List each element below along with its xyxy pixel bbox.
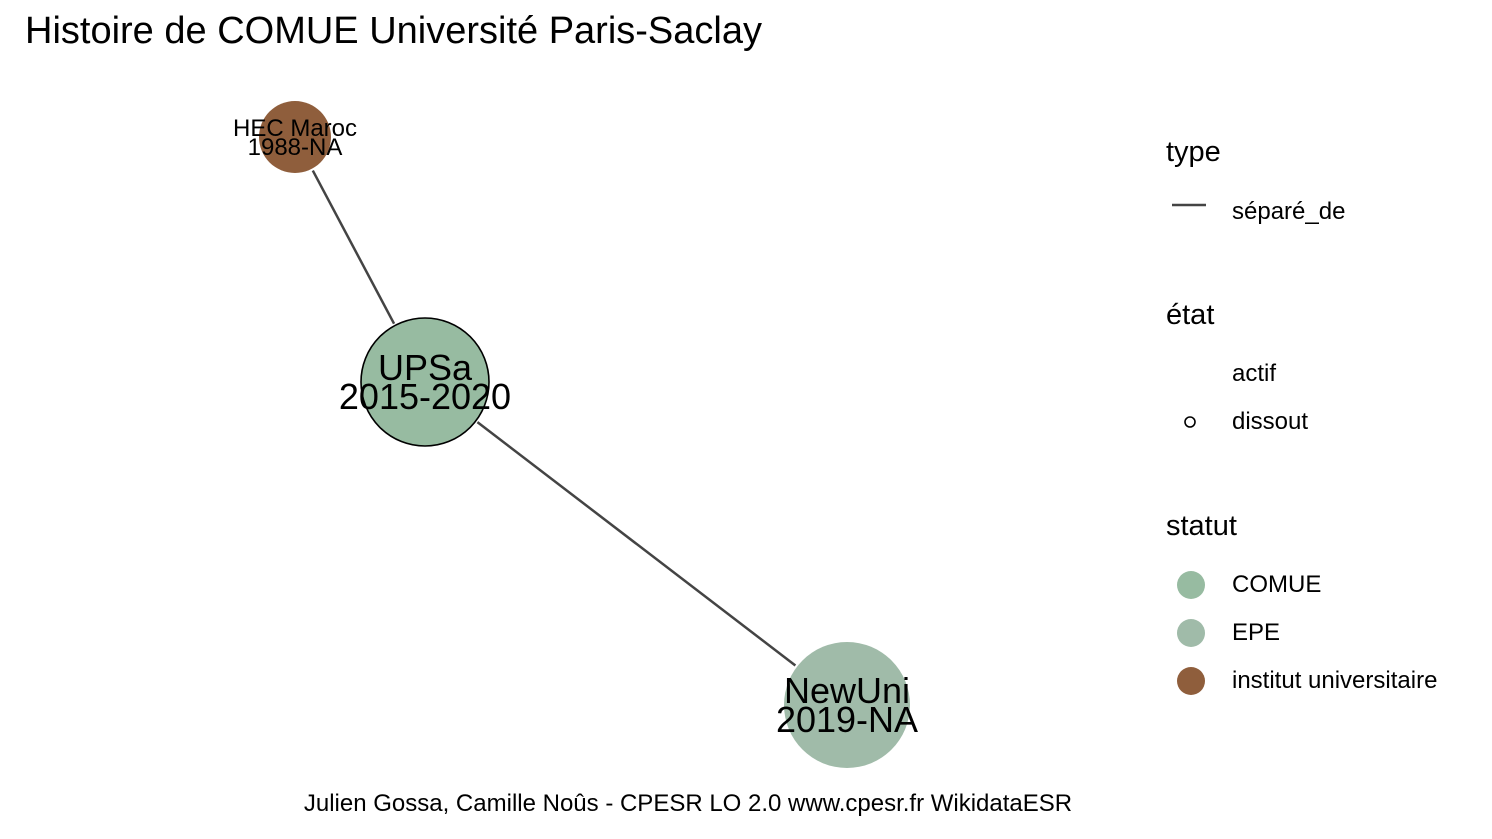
legend-statut-comue: COMUE (1232, 571, 1322, 598)
legend-statut-epe: EPE (1232, 619, 1281, 646)
legend-type-separe-de: séparé_de (1232, 198, 1346, 225)
node-upsa (360, 317, 490, 447)
legend-etat: état actif dissout (1166, 299, 1308, 435)
node-newuni-name-label: NewUni (784, 670, 910, 711)
node-upsa-dates-label: 2015-2020 (339, 376, 511, 417)
comue-color-key (1177, 571, 1205, 599)
epe-color-key (1177, 619, 1205, 647)
edge-line-key (1172, 203, 1206, 207)
node-hec (259, 101, 331, 173)
caption: Julien Gossa, Camille Noûs - CPESR LO 2.… (303, 790, 1073, 817)
institut-color-key (1177, 667, 1205, 695)
edge-hec-upsa (311, 169, 396, 325)
legend-etat-title: état (1166, 299, 1215, 331)
legend-etat-dissout: dissout (1232, 408, 1309, 435)
dissout-circle-key (1184, 416, 1196, 428)
node-hec-dates-label: 1988-NA (248, 134, 343, 161)
legend-etat-actif: actif (1232, 360, 1277, 387)
node-newuni (784, 642, 910, 768)
node-upsa-name-label: UPSa (378, 347, 473, 388)
legend-statut-institut: institut universitaire (1232, 667, 1438, 694)
legend-type: type séparé_de (1166, 136, 1345, 225)
legend-type-title: type (1166, 136, 1221, 168)
legend-statut-title: statut (1166, 510, 1237, 542)
nodes-layer (259, 101, 910, 768)
legend-statut: statut COMUE EPE institut universitaire (1166, 510, 1437, 695)
chart-title: Histoire de COMUE Université Paris-Sacla… (25, 10, 762, 52)
edges-layer (311, 169, 797, 667)
edge-upsa-newuni (476, 421, 797, 667)
node-newuni-dates-label: 2019-NA (776, 699, 918, 740)
node-hec-name-label: HEC Maroc (233, 115, 357, 142)
